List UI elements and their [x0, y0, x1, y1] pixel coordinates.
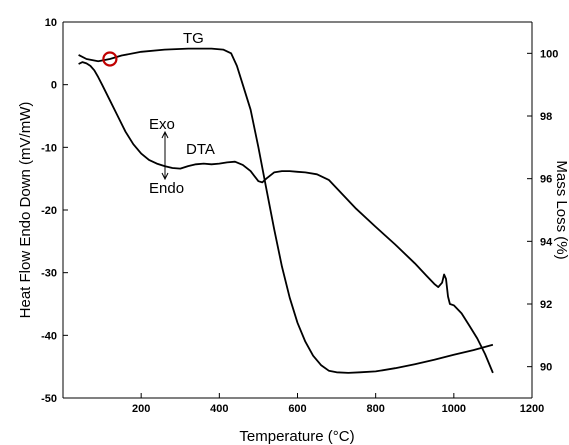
x-axis-ticks: 200 400 600 800 1000 1200: [132, 393, 544, 415]
x-tick-label: 200: [132, 403, 150, 415]
x-axis-title: Temperature (°C): [239, 428, 354, 445]
tg-label: TG: [183, 30, 204, 47]
y-right-tick-label: 96: [540, 174, 552, 186]
tg-start-marker: [102, 51, 118, 67]
dta-label: DTA: [186, 141, 215, 158]
y-left-tick-label: -30: [41, 268, 57, 280]
exo-endo-arrow: [161, 130, 169, 181]
y-right-tick-label: 94: [540, 236, 553, 248]
y-left-axis-title: Heat Flow Endo Down (mV/mW): [17, 102, 34, 319]
y-right-axis-title: Mass Loss (%): [553, 160, 569, 259]
y-left-tick-label: -40: [41, 330, 57, 342]
endo-label: Endo: [149, 180, 184, 197]
y-left-tick-label: -50: [41, 393, 57, 405]
series-line-dta: [78, 61, 494, 374]
y-left-tick-label: -20: [41, 205, 57, 217]
y-left-axis-ticks: 10 0 -10 -20 -30 -40 -50: [41, 17, 68, 405]
y-right-tick-label: 92: [540, 299, 552, 311]
x-tick-label: 400: [210, 403, 228, 415]
series-line-tg: [78, 47, 494, 374]
y-right-tick-label: 98: [540, 111, 552, 123]
x-tick-label: 1000: [442, 403, 466, 415]
y-right-tick-label: 100: [540, 48, 558, 60]
y-left-tick-label: 10: [45, 17, 57, 29]
y-right-axis-ticks: 100 98 96 94 92 90: [527, 48, 558, 374]
exo-label: Exo: [149, 116, 175, 133]
plot-frame: [62, 21, 533, 399]
x-tick-label: 800: [366, 403, 384, 415]
series-layer: [78, 47, 494, 374]
y-right-tick-label: 90: [540, 362, 552, 374]
x-tick-label: 1200: [520, 403, 544, 415]
y-left-tick-label: -10: [41, 142, 57, 154]
x-tick-label: 600: [288, 403, 306, 415]
y-left-tick-label: 0: [51, 80, 57, 92]
